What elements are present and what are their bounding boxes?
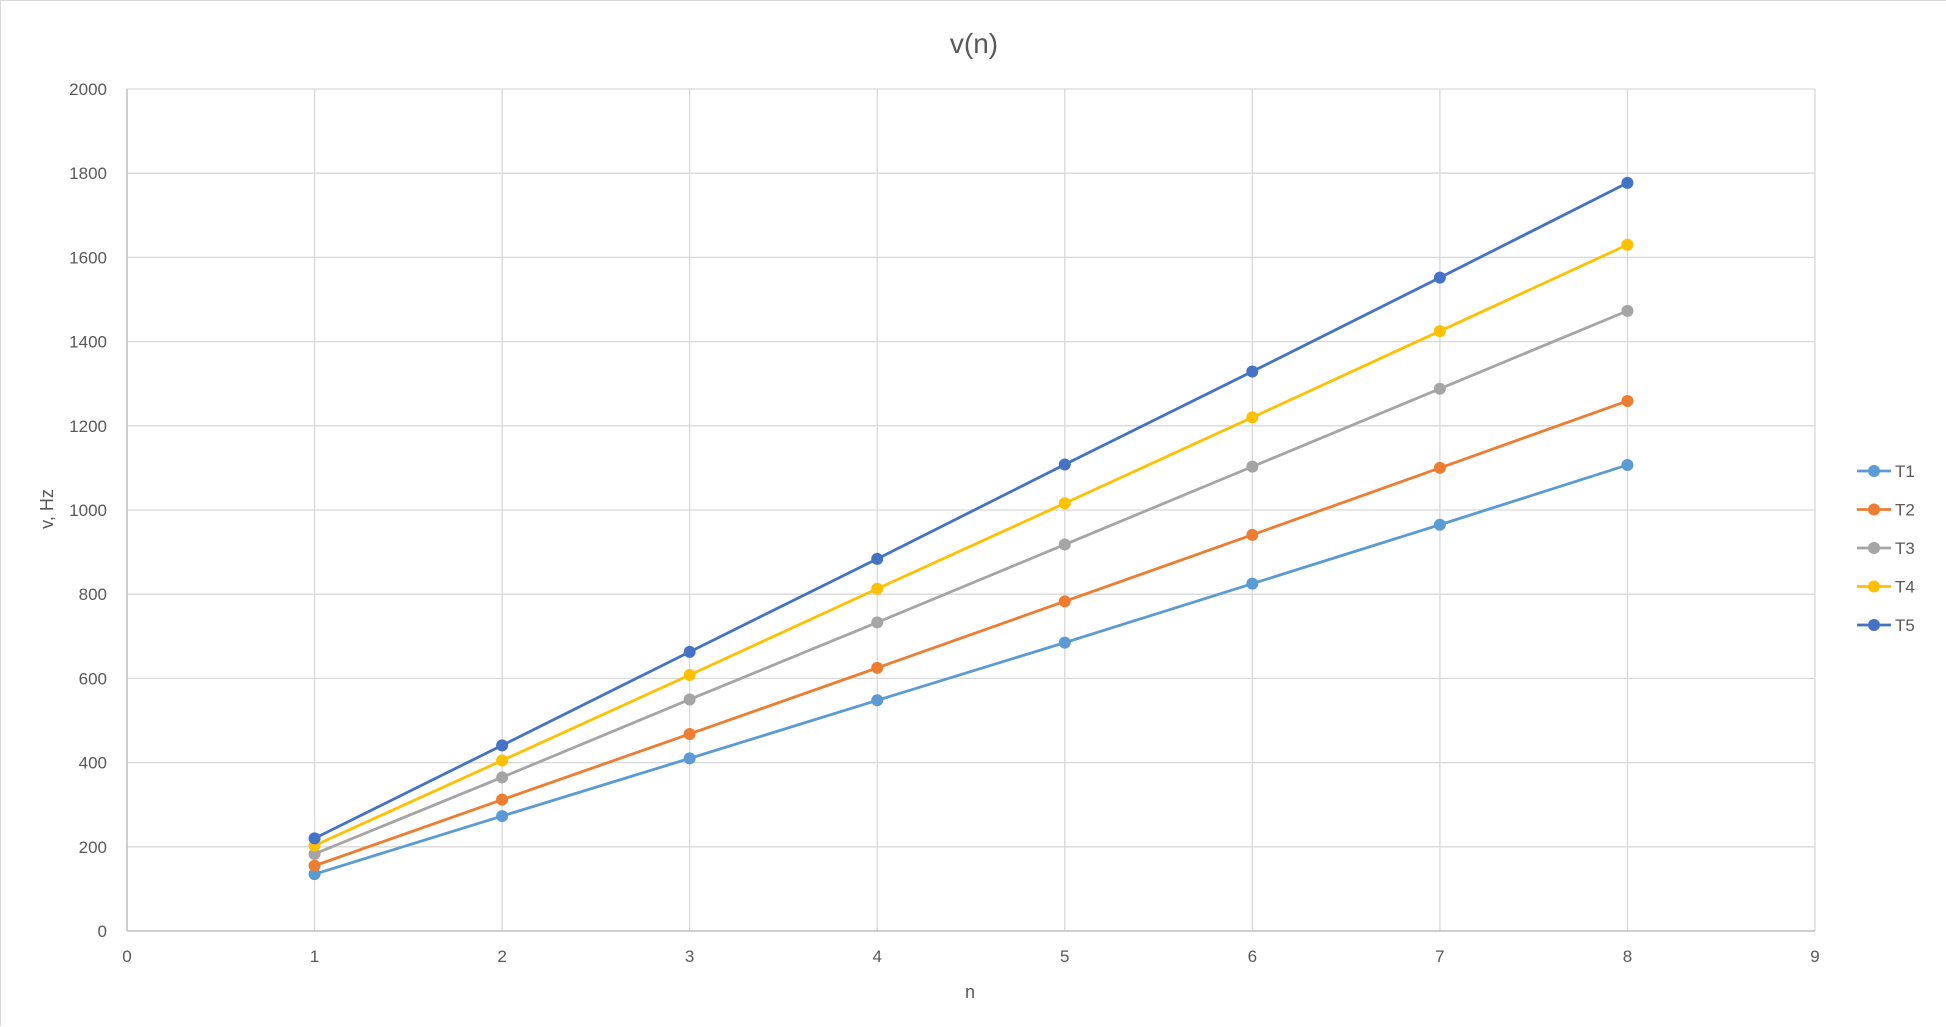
legend-marker [1868, 542, 1880, 554]
y-tick-label: 600 [79, 669, 107, 688]
legend-label: T3 [1895, 539, 1915, 558]
legend-label: T2 [1895, 501, 1915, 520]
y-tick-label: 1000 [69, 501, 107, 520]
legend-item: T5 [1857, 616, 1915, 635]
data-point [496, 810, 509, 823]
series-T4 [308, 238, 1634, 852]
data-point [496, 793, 509, 806]
data-point [683, 669, 696, 682]
x-tick-label: 6 [1248, 947, 1257, 966]
y-tick-label: 1800 [69, 164, 107, 183]
data-point [1433, 271, 1446, 284]
y-axis-title: v, Hz [37, 489, 57, 529]
series-group [308, 176, 1634, 881]
y-tick-label: 1600 [69, 248, 107, 267]
x-tick-label: 0 [122, 947, 131, 966]
data-point [1621, 176, 1634, 189]
series-line [313, 181, 1629, 840]
data-point [683, 752, 696, 765]
data-point [683, 645, 696, 658]
data-point [683, 727, 696, 740]
data-point [496, 754, 509, 767]
chart-title: v(n) [950, 28, 998, 59]
data-point [871, 694, 884, 707]
y-tick-label: 0 [98, 922, 107, 941]
legend-item: T4 [1857, 578, 1915, 597]
legend-item: T3 [1857, 539, 1915, 558]
legend-label: T5 [1895, 616, 1915, 635]
data-point [1058, 458, 1071, 471]
data-point [308, 859, 321, 872]
data-point [1246, 411, 1259, 424]
data-point [1621, 304, 1634, 317]
data-point [1621, 458, 1634, 471]
data-point [1433, 382, 1446, 395]
x-tick-label: 7 [1435, 947, 1444, 966]
y-tick-label: 1400 [69, 333, 107, 352]
series-line [313, 309, 1629, 856]
series-line [313, 243, 1629, 847]
data-point [871, 661, 884, 674]
y-tick-label: 200 [79, 838, 107, 857]
x-tick-label: 2 [497, 947, 506, 966]
y-tick-label: 400 [79, 754, 107, 773]
data-point [683, 693, 696, 706]
data-point [1621, 238, 1634, 251]
data-point [1058, 595, 1071, 608]
x-tick-label: 8 [1623, 947, 1632, 966]
data-point [1246, 365, 1259, 378]
gridlines [127, 88, 1816, 931]
y-tick-label: 2000 [69, 80, 107, 99]
x-tick-label: 9 [1810, 947, 1819, 966]
x-axis-title: n [965, 982, 975, 1002]
data-point [1058, 538, 1071, 551]
x-tick-label: 4 [872, 947, 881, 966]
legend-marker [1868, 465, 1880, 477]
data-point [308, 847, 321, 860]
data-point [1246, 460, 1259, 473]
y-tick-label: 1200 [69, 417, 107, 436]
data-point [496, 771, 509, 784]
legend-item: T2 [1857, 501, 1915, 520]
data-point [1246, 528, 1259, 541]
data-point [871, 582, 884, 595]
data-point [1433, 518, 1446, 531]
data-point [1433, 461, 1446, 474]
legend-marker [1868, 619, 1880, 631]
data-point [496, 739, 509, 752]
axes: 0 200 400 600 800 1000 1200 1400 1600 1800 2000 0 1 2… [69, 80, 1820, 966]
series-T1 [308, 458, 1634, 881]
series-T2 [308, 394, 1634, 872]
legend: T1 T2 T3 T4 T5 [1857, 462, 1915, 635]
data-point [308, 868, 321, 881]
data-point [1621, 394, 1634, 407]
legend-marker [1868, 580, 1880, 593]
legend-item: T1 [1857, 462, 1915, 481]
data-point [1433, 325, 1446, 338]
x-tick-label: 1 [310, 947, 319, 966]
legend-label: T1 [1895, 462, 1915, 481]
legend-marker [1868, 503, 1880, 516]
data-point [871, 552, 884, 565]
series-T3 [308, 304, 1634, 860]
x-tick-label: 3 [685, 947, 694, 966]
series-line [313, 399, 1629, 868]
series-T5 [308, 176, 1634, 845]
data-point [1246, 577, 1259, 590]
data-point [1058, 497, 1071, 510]
x-tick-label: 5 [1060, 947, 1069, 966]
data-point [1058, 636, 1071, 649]
legend-label: T4 [1895, 578, 1915, 597]
y-tick-label: 800 [79, 585, 107, 604]
series-line [313, 463, 1629, 876]
data-point [871, 616, 884, 629]
data-point [308, 832, 321, 845]
